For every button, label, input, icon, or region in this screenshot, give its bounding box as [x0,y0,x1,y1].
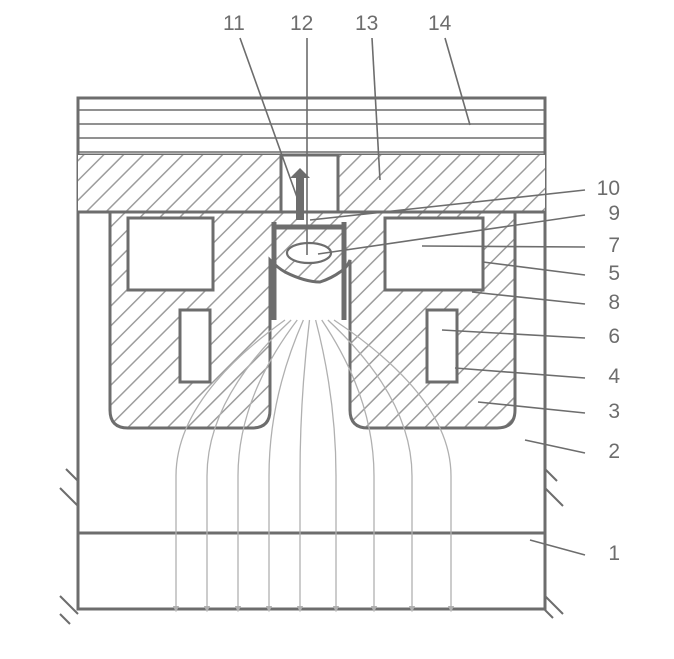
ground-hatch [545,610,553,618]
box5_left [128,218,213,290]
callout-label: 9 [608,202,620,225]
field-line [269,320,303,609]
ground-hatch [545,488,563,506]
callout-label: 2 [608,440,620,463]
callout-label: 12 [290,12,313,35]
callout-label: 14 [428,12,452,35]
cross-section-diagram: 1234685791011121314 [0,0,674,659]
leader-line [530,540,585,555]
ground-hatch [66,469,78,481]
callout-label: 11 [223,12,245,35]
ground-hatch [60,488,78,506]
callout-label: 1 [608,542,620,565]
leader-line [525,440,585,453]
box6_left [180,310,210,382]
ground-hatch [60,614,70,624]
box6_right [427,310,457,382]
field-line [300,320,310,609]
leader-line [422,246,585,247]
ground-hatch [60,596,78,614]
callout-label: 5 [608,262,620,285]
layer-14 [78,98,545,155]
field-line [316,320,336,609]
layer-13 [78,155,545,212]
callout-label: 4 [608,365,620,388]
ground-hatch [545,469,557,481]
callout-label: 3 [608,400,620,423]
callout-label: 7 [608,234,620,257]
callout-label: 10 [597,177,620,200]
callout-label: 13 [355,12,378,35]
callout-label: 8 [608,291,620,314]
box7_right [385,218,483,290]
callout-label: 6 [608,325,620,348]
